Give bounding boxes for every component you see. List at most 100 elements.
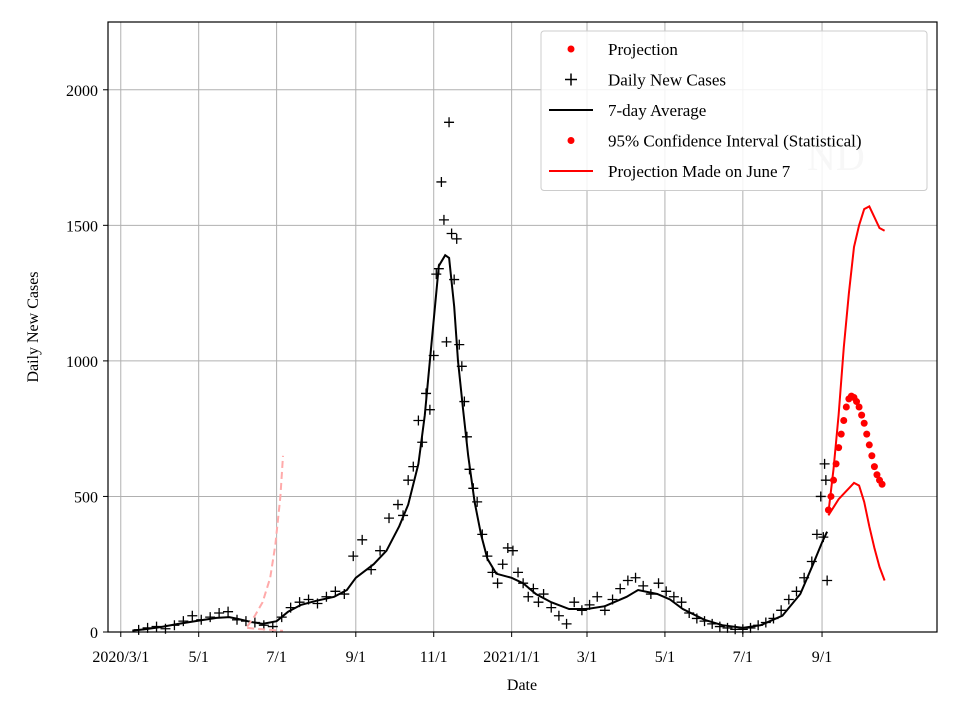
- data-point: [776, 605, 787, 616]
- data-point: [276, 612, 287, 623]
- legend-entry: Projection: [567, 40, 678, 59]
- data-point: [178, 616, 189, 627]
- legend-dot-icon: [567, 137, 575, 144]
- legend-label: 95% Confidence Interval (Statistical): [608, 132, 862, 151]
- data-point: [699, 616, 710, 627]
- legend-entry: 7-day Average: [549, 101, 706, 120]
- data-point: [840, 417, 848, 425]
- series-7-day-average: [132, 253, 829, 632]
- data-point: [502, 542, 513, 553]
- series-daily-new-cases: [133, 117, 833, 635]
- data-point: [392, 499, 403, 510]
- y-tick-label: 0: [90, 625, 98, 642]
- data-point: [533, 597, 544, 608]
- series-projection-made-on-june-7: [246, 455, 284, 628]
- data-point: [487, 567, 498, 578]
- data-point: [546, 602, 557, 613]
- data-point: [303, 594, 314, 605]
- data-point: [638, 580, 649, 591]
- data-point: [806, 556, 817, 567]
- data-point: [366, 564, 377, 575]
- data-point: [449, 274, 460, 285]
- data-point: [398, 510, 409, 521]
- data-point: [576, 605, 587, 616]
- legend-label: Projection: [608, 40, 678, 59]
- data-point: [815, 491, 826, 502]
- series-layer: [132, 117, 886, 635]
- data-point: [375, 545, 386, 556]
- data-point: [811, 529, 822, 540]
- data-point: [592, 591, 603, 602]
- data-point: [865, 441, 873, 449]
- legend-entry: Daily New Cases: [565, 71, 726, 90]
- data-point: [441, 336, 452, 347]
- data-point: [464, 464, 475, 475]
- data-point: [853, 398, 861, 406]
- data-point: [330, 586, 341, 597]
- data-point: [133, 624, 144, 635]
- data-point: [858, 411, 866, 419]
- data-point: [561, 618, 572, 629]
- data-point: [653, 578, 664, 589]
- data-point: [860, 419, 868, 427]
- data-point: [630, 572, 641, 583]
- legend-box: [540, 30, 928, 191]
- data-point: [357, 534, 368, 545]
- data-point: [523, 591, 534, 602]
- series-projection-made-on-june-7: [247, 626, 284, 632]
- data-point: [822, 575, 833, 586]
- data-point: [538, 589, 549, 600]
- data-point: [837, 430, 845, 438]
- data-point: [205, 612, 216, 623]
- legend-dot-icon: [567, 45, 575, 53]
- x-tick-label: 9/1: [346, 649, 366, 666]
- legend-label: Projection Made on June 7: [608, 162, 791, 181]
- data-point: [468, 483, 479, 494]
- data-point: [482, 551, 493, 562]
- y-tick-label: 2000: [66, 83, 98, 100]
- plot-frame: [107, 21, 938, 633]
- data-point: [661, 586, 672, 597]
- data-point: [622, 575, 633, 586]
- data-point: [223, 606, 234, 617]
- data-point: [436, 176, 447, 187]
- data-point: [456, 361, 467, 372]
- data-point: [321, 591, 332, 602]
- series-projection: [824, 392, 886, 514]
- data-point: [428, 350, 439, 361]
- data-point: [433, 263, 444, 274]
- legend: Projection Daily New Cases 7-day Average 95…: [540, 30, 928, 191]
- data-point: [868, 452, 876, 460]
- data-point: [668, 591, 679, 602]
- data-point: [707, 618, 718, 629]
- data-point: [835, 444, 843, 452]
- ticks: 2020/3/1 5/1 7/1 9/1 11/1 2021/1/1 3/1 5/1 7/1 9/…: [66, 83, 832, 666]
- data-point: [431, 269, 442, 280]
- data-point: [151, 621, 162, 632]
- data-point: [714, 621, 725, 632]
- data-point: [863, 430, 871, 438]
- data-point: [240, 616, 251, 627]
- data-point: [819, 458, 830, 469]
- data-point: [424, 404, 435, 415]
- data-point: [553, 610, 564, 621]
- data-point: [232, 614, 243, 625]
- data-point: [818, 532, 829, 543]
- legend-entry: 95% Confidence Interval (Statistical): [567, 132, 862, 151]
- data-point: [446, 228, 457, 239]
- x-tick-label: 9/1: [812, 649, 832, 666]
- data-point: [492, 578, 503, 589]
- series-line: [247, 626, 284, 632]
- data-point: [722, 622, 733, 633]
- data-point: [783, 594, 794, 605]
- data-point: [459, 396, 470, 407]
- data-point: [497, 559, 508, 570]
- data-point: [842, 403, 850, 411]
- data-point: [873, 471, 881, 479]
- data-point: [691, 613, 702, 624]
- data-point: [820, 475, 831, 486]
- data-point: [745, 622, 756, 633]
- y-tick-label: 1500: [66, 218, 98, 235]
- data-point: [645, 589, 656, 600]
